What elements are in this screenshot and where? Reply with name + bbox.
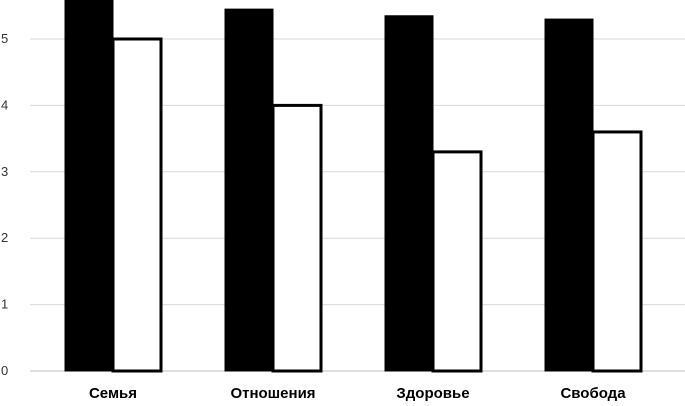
category-label: Здоровье bbox=[396, 385, 469, 402]
bar-series-1 bbox=[224, 8, 274, 372]
x-axis-labels: Семья Отношения Здоровье Свобода bbox=[89, 385, 626, 402]
bar-series-2 bbox=[271, 103, 323, 373]
y-tick-label: 0 bbox=[1, 363, 8, 378]
y-tick-label: 5 bbox=[1, 31, 8, 46]
y-axis-ticks: 0 1 2 3 4 5 bbox=[1, 31, 8, 378]
bar-series-2 bbox=[591, 130, 643, 373]
bar-series-2 bbox=[431, 150, 483, 373]
bar-series-1 bbox=[384, 15, 434, 372]
y-tick-label: 3 bbox=[1, 164, 8, 179]
bars bbox=[64, 0, 643, 373]
category-label: Отношения bbox=[230, 385, 315, 402]
category-label: Семья bbox=[89, 385, 137, 402]
bar-series-2 bbox=[111, 37, 163, 373]
bar-series-1 bbox=[544, 18, 594, 372]
bar-series-1 bbox=[64, 0, 114, 372]
category-label: Свобода bbox=[560, 385, 626, 402]
y-tick-label: 1 bbox=[1, 297, 8, 312]
y-tick-label: 4 bbox=[1, 97, 8, 112]
y-tick-label: 2 bbox=[1, 230, 8, 245]
